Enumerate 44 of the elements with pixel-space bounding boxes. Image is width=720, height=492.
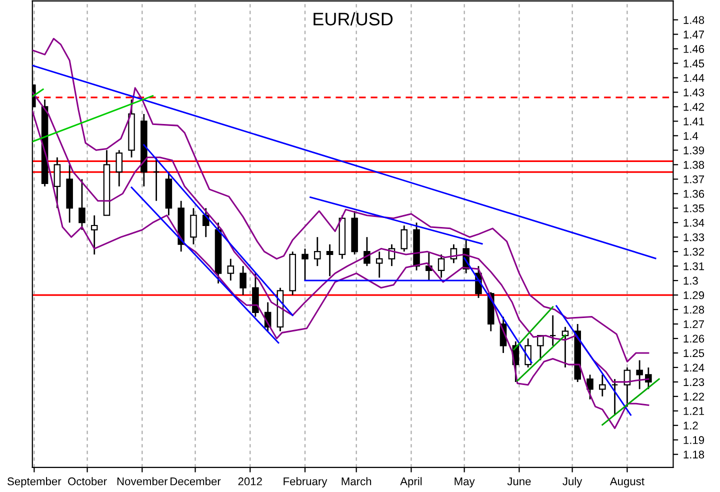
- y-tick-label: 1.34: [684, 218, 704, 227]
- y-tick-label: 1.43: [684, 88, 704, 96]
- x-tick-label: August: [610, 478, 644, 488]
- y-tick-label: 1.32: [684, 248, 704, 256]
- y-tick-label: 1.44: [684, 74, 704, 82]
- chart-title: EUR/USD: [314, 12, 393, 26]
- x-tick-label: September: [8, 477, 62, 488]
- y-tick-label: 1.39: [684, 146, 704, 154]
- x-tick-label: May: [454, 478, 475, 488]
- y-tick-label: 1.4: [684, 132, 698, 140]
- y-tick-label: 1.24: [684, 364, 704, 372]
- x-tick-label: December: [170, 477, 221, 486]
- y-tick-label: 1.38: [684, 160, 704, 169]
- y-tick-label: 1.19: [684, 436, 704, 444]
- y-tick-label: 1.2: [684, 422, 698, 430]
- y-tick-label: 1.37: [684, 175, 704, 184]
- y-tick-label: 1.18: [684, 450, 704, 458]
- y-tick-label: 1.28: [684, 306, 704, 314]
- y-tick-label: 1.41: [684, 118, 704, 126]
- y-tick-label: 1.21: [684, 407, 704, 415]
- y-tick-label: 1.25: [684, 349, 704, 358]
- y-tick-label: 1.27: [684, 320, 704, 328]
- y-tick-label: 1.3: [684, 276, 698, 285]
- y-tick-label: 1.42: [684, 102, 704, 111]
- x-tick-label: June: [507, 478, 531, 486]
- y-tick-label: 1.33: [684, 233, 704, 242]
- x-tick-label: 2012: [238, 477, 262, 486]
- y-tick-label: 1.23: [684, 378, 704, 386]
- y-tick-label: 1.26: [684, 334, 704, 343]
- y-tick-label: 1.45: [684, 60, 704, 68]
- x-tick-label: March: [342, 477, 372, 486]
- y-tick-label: 1.35: [684, 204, 704, 212]
- y-tick-label: 1.47: [684, 30, 704, 38]
- y-tick-label: 1.36: [684, 190, 704, 198]
- y-tick-label: 1.46: [684, 45, 704, 53]
- x-tick-label: November: [117, 477, 168, 486]
- x-tick-label: October: [68, 477, 107, 486]
- x-tick-label: July: [562, 477, 582, 488]
- y-tick-label: 1.22: [684, 392, 704, 400]
- x-tick-label: February: [284, 477, 328, 488]
- y-tick-label: 1.29: [684, 291, 704, 300]
- y-tick-label: 1.48: [684, 16, 704, 24]
- y-tick-label: 1.31: [684, 262, 704, 270]
- x-tick-label: April: [400, 477, 422, 488]
